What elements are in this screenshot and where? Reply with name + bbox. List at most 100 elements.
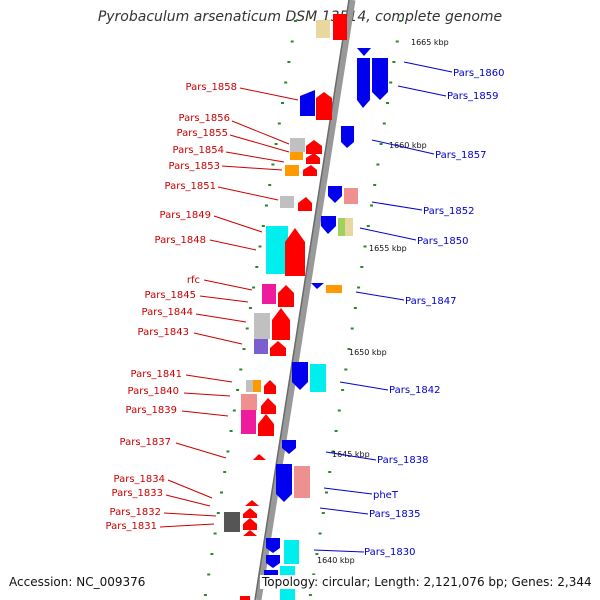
gene-feature	[357, 58, 370, 108]
position-dot	[210, 553, 214, 555]
gene-label: Pars_1859	[447, 91, 498, 102]
leader-line	[159, 523, 215, 528]
gene-feature	[280, 196, 294, 208]
gene-feature	[278, 285, 294, 307]
position-dot	[223, 471, 227, 473]
position-dot	[261, 225, 265, 227]
gene-label: Pars_1830	[364, 547, 415, 558]
genome-backbone	[254, 0, 356, 600]
leader-line	[209, 239, 257, 251]
position-dot	[331, 450, 335, 453]
position-dot	[395, 40, 399, 43]
position-dot	[370, 204, 373, 207]
gene-feature	[328, 186, 342, 203]
leader-line	[397, 85, 447, 97]
gene-feature	[341, 126, 354, 148]
scale-tick: 1660 kbp	[389, 141, 427, 150]
leader-line	[181, 410, 229, 417]
gene-feature	[292, 362, 308, 390]
position-dot	[248, 307, 252, 309]
gene-feature	[253, 380, 261, 392]
accession-label: Accession: NC_009376	[9, 575, 146, 589]
gene-feature	[266, 226, 288, 274]
leader-line	[371, 201, 423, 211]
gene-feature	[303, 165, 317, 176]
position-dot	[220, 491, 223, 494]
position-dot	[382, 122, 386, 125]
leader-line	[231, 120, 290, 145]
position-dot	[203, 594, 207, 596]
position-dot	[389, 81, 393, 84]
gene-feature	[357, 48, 371, 56]
gene-feature	[266, 538, 280, 553]
gene-feature	[326, 285, 342, 293]
leader-line	[167, 479, 213, 499]
leader-line	[175, 442, 227, 459]
gene-feature	[258, 414, 274, 436]
gene-feature	[261, 398, 276, 414]
gene-label: Pars_1848	[155, 235, 206, 246]
leader-line	[355, 291, 405, 301]
gene-feature	[316, 92, 332, 120]
leader-line	[203, 279, 253, 291]
leader-line	[163, 512, 217, 517]
gene-feature	[246, 380, 253, 392]
gene-feature	[372, 58, 388, 100]
gene-feature	[240, 596, 250, 600]
position-dot	[347, 348, 351, 350]
gene-label: Pars_1833	[112, 488, 163, 499]
gene-label: Pars_1849	[160, 210, 211, 221]
gene-feature	[241, 394, 257, 410]
position-dot	[353, 307, 357, 309]
gene-feature	[300, 90, 315, 116]
gene-feature	[241, 410, 256, 434]
position-dot	[328, 471, 332, 473]
gene-feature	[266, 555, 280, 568]
gene-feature	[294, 466, 310, 498]
gene-feature	[224, 512, 240, 532]
position-dot	[293, 20, 297, 22]
position-dot	[325, 491, 328, 494]
gene-feature	[321, 216, 336, 234]
position-dot	[337, 409, 341, 412]
position-dot	[271, 163, 275, 166]
position-dot	[281, 102, 284, 104]
leader-line	[183, 392, 231, 397]
position-dot	[379, 143, 383, 145]
position-dot	[312, 573, 316, 576]
gene-feature	[262, 284, 276, 304]
position-dot	[334, 430, 338, 432]
gene-label: Pars_1854	[173, 145, 224, 156]
gene-label: Pars_1857	[435, 150, 486, 161]
position-dot	[239, 368, 243, 371]
gene-label: Pars_1845	[145, 290, 196, 301]
gene-label: Pars_1832	[110, 507, 161, 518]
leader-lines	[159, 61, 453, 553]
leader-line	[221, 165, 283, 171]
leader-line	[325, 451, 377, 461]
gene-feature	[282, 440, 296, 454]
gene-label: Pars_1855	[177, 128, 228, 139]
position-dot	[255, 266, 259, 268]
gene-label: pheT	[373, 490, 399, 501]
gene-feature	[276, 464, 292, 502]
gene-label: Pars_1858	[186, 82, 237, 93]
position-dot	[207, 573, 211, 576]
gene-label: Pars_1847	[405, 296, 456, 307]
gene-feature	[243, 508, 257, 518]
position-dot	[373, 184, 377, 186]
leader-line	[213, 215, 263, 233]
gene-feature	[290, 152, 303, 160]
gene-feature	[254, 339, 268, 354]
position-dot	[363, 245, 367, 248]
scale-ticks: 1665 kbp 1660 kbp 1655 kbp 1650 kbp 1645…	[317, 38, 449, 565]
position-dot	[229, 430, 233, 432]
leader-line	[323, 487, 373, 495]
gene-feature	[310, 364, 326, 392]
position-dot	[258, 245, 262, 248]
leader-line	[319, 507, 369, 515]
gene-label: rfc	[187, 275, 200, 286]
position-dot	[357, 286, 361, 289]
gene-label: Pars_1860	[453, 68, 504, 79]
right-labels: Pars_1860 Pars_1859 Pars_1857 Pars_1852 …	[364, 68, 504, 558]
